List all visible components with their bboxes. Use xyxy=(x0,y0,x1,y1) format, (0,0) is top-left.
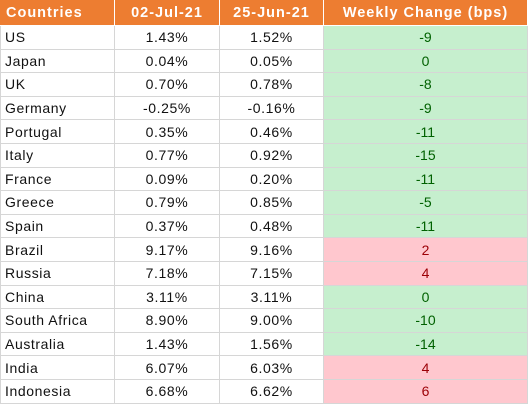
header-countries: Countries xyxy=(0,0,115,26)
table-row: Indonesia 6.68% 6.62% 6 xyxy=(0,379,528,404)
yield-jul02-cell[interactable]: 8.90% xyxy=(115,309,220,333)
yield-jul02-cell[interactable]: 6.07% xyxy=(115,356,220,380)
yield-jul02-cell[interactable]: 0.70% xyxy=(115,73,220,97)
header-jun25: 25-Jun-21 xyxy=(220,0,324,26)
yield-jul02-cell[interactable]: 1.43% xyxy=(115,332,220,357)
header-row: Countries 02-Jul-21 25-Jun-21 Weekly Cha… xyxy=(0,0,528,26)
table-row: India 6.07% 6.03% 4 xyxy=(0,356,528,380)
country-cell[interactable]: Japan xyxy=(0,49,115,74)
weekly-change-cell[interactable]: -11 xyxy=(324,167,528,192)
yield-jun25-cell[interactable]: 6.62% xyxy=(220,379,324,404)
header-jul02: 02-Jul-21 xyxy=(115,0,220,26)
table-row: France 0.09% 0.20% -11 xyxy=(0,167,528,192)
weekly-change-cell[interactable]: -14 xyxy=(324,332,528,357)
country-cell[interactable]: India xyxy=(0,356,115,380)
yield-jul02-cell[interactable]: 9.17% xyxy=(115,238,220,262)
yield-jun25-cell[interactable]: 9.16% xyxy=(220,238,324,262)
table-row: Brazil 9.17% 9.16% 2 xyxy=(0,238,528,262)
yield-jun25-cell[interactable]: -0.16% xyxy=(220,96,324,121)
yield-jul02-cell[interactable]: 6.68% xyxy=(115,379,220,404)
weekly-change-cell[interactable]: 6 xyxy=(324,379,528,404)
yield-jul02-cell[interactable]: 0.35% xyxy=(115,120,220,144)
country-cell[interactable]: Indonesia xyxy=(0,379,115,404)
weekly-change-cell[interactable]: 4 xyxy=(324,356,528,380)
yield-jun25-cell[interactable]: 0.05% xyxy=(220,49,324,74)
yield-jul02-cell[interactable]: 0.09% xyxy=(115,167,220,192)
yield-jul02-cell[interactable]: 0.37% xyxy=(115,214,220,239)
country-cell[interactable]: Greece xyxy=(0,191,115,215)
table-row: Australia 1.43% 1.56% -14 xyxy=(0,332,528,357)
header-weekly-change: Weekly Change (bps) xyxy=(324,0,528,26)
table-row: Italy 0.77% 0.92% -15 xyxy=(0,143,528,168)
weekly-change-cell[interactable]: -11 xyxy=(324,120,528,144)
weekly-change-cell[interactable]: 0 xyxy=(324,49,528,74)
country-cell[interactable]: UK xyxy=(0,73,115,97)
weekly-change-cell[interactable]: -11 xyxy=(324,214,528,239)
country-cell[interactable]: Brazil xyxy=(0,238,115,262)
yield-jun25-cell[interactable]: 9.00% xyxy=(220,309,324,333)
weekly-change-cell[interactable]: 0 xyxy=(324,285,528,310)
yield-jul02-cell[interactable]: 7.18% xyxy=(115,261,220,286)
yield-jun25-cell[interactable]: 3.11% xyxy=(220,285,324,310)
table-row: Russia 7.18% 7.15% 4 xyxy=(0,261,528,286)
yield-jun25-cell[interactable]: 0.20% xyxy=(220,167,324,192)
table-row: Germany -0.25% -0.16% -9 xyxy=(0,96,528,121)
weekly-change-cell[interactable]: -9 xyxy=(324,26,528,50)
weekly-change-cell[interactable]: 4 xyxy=(324,261,528,286)
country-cell[interactable]: France xyxy=(0,167,115,192)
weekly-change-cell[interactable]: -10 xyxy=(324,309,528,333)
table-row: US 1.43% 1.52% -9 xyxy=(0,26,528,50)
weekly-change-cell[interactable]: -9 xyxy=(324,96,528,121)
yield-jun25-cell[interactable]: 1.52% xyxy=(220,26,324,50)
yield-jun25-cell[interactable]: 0.92% xyxy=(220,143,324,168)
yield-jun25-cell[interactable]: 7.15% xyxy=(220,261,324,286)
yield-jul02-cell[interactable]: 0.04% xyxy=(115,49,220,74)
table-row: UK 0.70% 0.78% -8 xyxy=(0,73,528,97)
country-cell[interactable]: Australia xyxy=(0,332,115,357)
country-cell[interactable]: Russia xyxy=(0,261,115,286)
table-row: China 3.11% 3.11% 0 xyxy=(0,285,528,310)
yield-jul02-cell[interactable]: -0.25% xyxy=(115,96,220,121)
yield-jun25-cell[interactable]: 0.78% xyxy=(220,73,324,97)
yield-jun25-cell[interactable]: 0.85% xyxy=(220,191,324,215)
yield-jul02-cell[interactable]: 0.79% xyxy=(115,191,220,215)
country-cell[interactable]: Portugal xyxy=(0,120,115,144)
country-cell[interactable]: Germany xyxy=(0,96,115,121)
country-cell[interactable]: US xyxy=(0,26,115,50)
yield-jun25-cell[interactable]: 1.56% xyxy=(220,332,324,357)
weekly-change-cell[interactable]: 2 xyxy=(324,238,528,262)
table-row: South Africa 8.90% 9.00% -10 xyxy=(0,309,528,333)
table-row: Spain 0.37% 0.48% -11 xyxy=(0,214,528,239)
table-row: Greece 0.79% 0.85% -5 xyxy=(0,191,528,215)
country-cell[interactable]: South Africa xyxy=(0,309,115,333)
weekly-change-cell[interactable]: -8 xyxy=(324,73,528,97)
yield-jun25-cell[interactable]: 0.48% xyxy=(220,214,324,239)
yield-jun25-cell[interactable]: 6.03% xyxy=(220,356,324,380)
table-row: Japan 0.04% 0.05% 0 xyxy=(0,49,528,74)
yield-jul02-cell[interactable]: 3.11% xyxy=(115,285,220,310)
yield-jul02-cell[interactable]: 0.77% xyxy=(115,143,220,168)
table-row: Portugal 0.35% 0.46% -11 xyxy=(0,120,528,144)
country-cell[interactable]: Italy xyxy=(0,143,115,168)
weekly-change-cell[interactable]: -5 xyxy=(324,191,528,215)
yield-jun25-cell[interactable]: 0.46% xyxy=(220,120,324,144)
weekly-change-cell[interactable]: -15 xyxy=(324,143,528,168)
country-cell[interactable]: China xyxy=(0,285,115,310)
table-body: US 1.43% 1.52% -9 Japan 0.04% 0.05% 0 UK 0.70% 0.7… xyxy=(0,26,528,404)
yield-jul02-cell[interactable]: 1.43% xyxy=(115,26,220,50)
country-cell[interactable]: Spain xyxy=(0,214,115,239)
